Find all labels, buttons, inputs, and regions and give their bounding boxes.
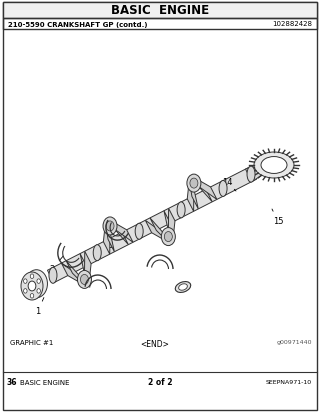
Polygon shape xyxy=(145,211,173,242)
Ellipse shape xyxy=(103,217,117,235)
Ellipse shape xyxy=(93,245,101,261)
Ellipse shape xyxy=(81,275,88,284)
Ellipse shape xyxy=(49,268,57,284)
Ellipse shape xyxy=(261,157,287,174)
Ellipse shape xyxy=(179,284,187,290)
Ellipse shape xyxy=(190,179,197,188)
Ellipse shape xyxy=(165,233,172,242)
Polygon shape xyxy=(245,161,272,182)
Ellipse shape xyxy=(106,221,114,231)
Polygon shape xyxy=(105,221,133,252)
Ellipse shape xyxy=(254,153,294,178)
Ellipse shape xyxy=(26,270,47,298)
Ellipse shape xyxy=(80,275,88,285)
Bar xyxy=(3,3,317,19)
Ellipse shape xyxy=(161,228,175,246)
Ellipse shape xyxy=(219,181,227,197)
Text: BASIC  ENGINE: BASIC ENGINE xyxy=(111,5,209,17)
Polygon shape xyxy=(103,221,128,254)
Ellipse shape xyxy=(104,218,116,234)
Text: BASIC ENGINE: BASIC ENGINE xyxy=(20,379,69,385)
Ellipse shape xyxy=(24,289,27,294)
Text: 1: 1 xyxy=(36,298,44,316)
Ellipse shape xyxy=(28,281,36,291)
Bar xyxy=(3,19,317,30)
Text: 102882428: 102882428 xyxy=(272,21,312,27)
Ellipse shape xyxy=(162,229,174,245)
Ellipse shape xyxy=(30,294,34,298)
Text: <END>: <END> xyxy=(140,339,169,348)
Ellipse shape xyxy=(77,271,92,289)
Ellipse shape xyxy=(164,232,172,242)
Text: 14: 14 xyxy=(222,178,236,192)
Ellipse shape xyxy=(37,279,40,284)
Text: 15: 15 xyxy=(272,209,283,226)
Polygon shape xyxy=(66,252,91,285)
Text: 2: 2 xyxy=(49,256,63,274)
Polygon shape xyxy=(150,209,175,242)
Text: SEEPNA971-10: SEEPNA971-10 xyxy=(266,380,312,385)
Text: g00971440: g00971440 xyxy=(276,339,312,344)
Ellipse shape xyxy=(175,282,191,293)
Ellipse shape xyxy=(21,272,43,300)
Polygon shape xyxy=(61,254,89,285)
Polygon shape xyxy=(47,167,257,283)
Ellipse shape xyxy=(135,224,143,240)
Bar xyxy=(3,3,317,19)
Ellipse shape xyxy=(78,272,91,288)
Text: 210-5590 CRANKSHAFT GP (contd.): 210-5590 CRANKSHAFT GP (contd.) xyxy=(8,21,148,27)
Polygon shape xyxy=(189,178,217,209)
Text: GRAPHIC #1: GRAPHIC #1 xyxy=(10,339,53,345)
Text: 36: 36 xyxy=(7,377,18,387)
Ellipse shape xyxy=(37,289,40,294)
Ellipse shape xyxy=(187,175,201,192)
Ellipse shape xyxy=(107,222,114,231)
Ellipse shape xyxy=(190,179,198,189)
Text: 3: 3 xyxy=(107,234,113,250)
Text: 2 of 2: 2 of 2 xyxy=(148,377,172,387)
Polygon shape xyxy=(187,178,212,212)
Ellipse shape xyxy=(247,167,255,183)
Ellipse shape xyxy=(30,274,34,279)
Ellipse shape xyxy=(177,202,185,218)
Ellipse shape xyxy=(188,176,200,192)
Ellipse shape xyxy=(24,279,27,284)
